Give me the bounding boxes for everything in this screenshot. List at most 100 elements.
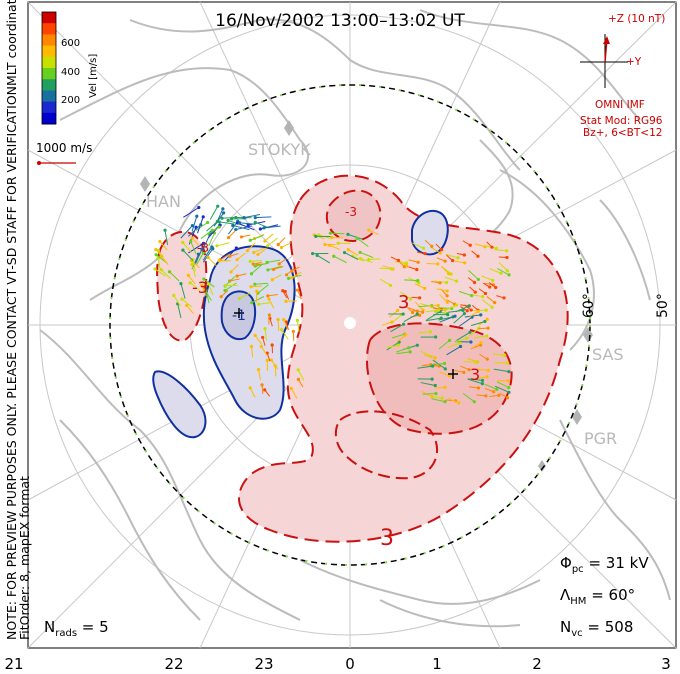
velocity-vector bbox=[441, 265, 450, 275]
velocity-vector bbox=[206, 221, 218, 232]
positive-cell-inner-2 bbox=[325, 189, 382, 242]
velocity-vector-origin bbox=[186, 273, 190, 277]
velocity-vector-origin bbox=[490, 305, 494, 309]
velocity-vector bbox=[360, 258, 373, 263]
station-markers bbox=[140, 120, 593, 472]
velocity-vector bbox=[267, 294, 278, 297]
velocity-vector-origin bbox=[202, 277, 206, 281]
velocity-vector-origin bbox=[484, 394, 488, 398]
potential-min-marker bbox=[234, 308, 244, 318]
velocity-vector-origin bbox=[418, 296, 422, 300]
velocity-vector-origin bbox=[197, 205, 201, 210]
velocity-vector-origin bbox=[507, 390, 511, 394]
pole-marker bbox=[344, 317, 356, 329]
velocity-vector bbox=[290, 388, 298, 399]
velocity-vector bbox=[264, 328, 267, 341]
velocity-vector bbox=[291, 271, 302, 279]
contour-labels: 3 -3 3 -1 -3 3 -3 bbox=[192, 205, 480, 551]
velocity-vector-origin bbox=[505, 396, 510, 400]
color-scale-swatch bbox=[42, 101, 56, 114]
velocity-vector-origin bbox=[462, 253, 466, 257]
velocity-vector bbox=[430, 246, 441, 254]
velocity-vector bbox=[216, 242, 230, 247]
velocity-vector bbox=[191, 237, 200, 247]
velocity-vector bbox=[494, 385, 510, 393]
velocity-vector-origin bbox=[507, 385, 511, 390]
velocity-vector bbox=[255, 262, 269, 267]
velocity-vector bbox=[181, 298, 193, 308]
velocity-vector-origin bbox=[284, 299, 288, 303]
velocity-vector bbox=[297, 369, 305, 381]
velocity-vector bbox=[381, 321, 393, 326]
velocity-vector-origin bbox=[507, 370, 511, 374]
stat-n-rads: Nrads = 5 bbox=[44, 618, 109, 639]
velocity-vector-origin bbox=[253, 333, 257, 337]
velocity-vector bbox=[272, 274, 282, 281]
velocity-vector-origin bbox=[190, 262, 194, 267]
velocity-vector bbox=[194, 249, 203, 265]
velocity-vector-origin bbox=[277, 262, 281, 266]
velocity-vector-origin bbox=[396, 308, 400, 313]
velocity-vector bbox=[203, 232, 212, 249]
velocity-vector-origin bbox=[443, 400, 447, 404]
velocity-vector bbox=[281, 329, 289, 340]
velocity-vector-origin bbox=[494, 246, 498, 250]
velocity-vector-origin bbox=[485, 334, 489, 338]
velocity-vector bbox=[446, 346, 461, 356]
positive-cells bbox=[156, 174, 569, 543]
velocity-vector bbox=[344, 252, 359, 261]
stat-phi-pc: Φpc = 31 kV bbox=[560, 554, 649, 575]
velocity-vector bbox=[191, 216, 198, 232]
station-marker-extra bbox=[538, 460, 546, 472]
velocity-vector-origin bbox=[256, 367, 261, 372]
velocity-vector bbox=[296, 320, 300, 333]
velocity-vector-origin bbox=[245, 249, 249, 253]
velocity-vector bbox=[268, 298, 275, 309]
velocity-vector-origin bbox=[229, 270, 233, 274]
velocity-vector-origin bbox=[488, 285, 492, 289]
velocity-vector-origin bbox=[465, 336, 469, 340]
velocity-vector-origin bbox=[405, 264, 409, 268]
velocity-vector-origin bbox=[296, 377, 301, 381]
velocity-vector-origin bbox=[249, 344, 254, 348]
velocity-vector-origin bbox=[160, 254, 164, 258]
velocity-vector bbox=[444, 304, 457, 312]
velocity-vector-origin bbox=[260, 383, 264, 387]
station-marker-sas bbox=[583, 327, 593, 343]
velocity-vector-origin bbox=[323, 242, 327, 247]
negative-cell-small-2 bbox=[411, 209, 449, 256]
velocity-vector-origin bbox=[231, 223, 235, 228]
velocity-vector bbox=[467, 378, 483, 385]
velocity-vector bbox=[251, 285, 262, 288]
mlt-coordinates-label: MLT coordinates bbox=[4, 0, 19, 86]
velocity-vector-origin bbox=[447, 272, 451, 276]
velocity-vector-origin bbox=[423, 252, 427, 256]
velocity-vector-origin bbox=[252, 250, 256, 255]
velocity-vector bbox=[497, 267, 510, 276]
velocity-vector bbox=[249, 387, 256, 398]
velocity-vector bbox=[267, 237, 278, 247]
velocity-vector-origin bbox=[263, 239, 267, 243]
velocity-vector bbox=[247, 242, 256, 251]
station-marker-pgr bbox=[572, 409, 582, 425]
velocity-vector-origin bbox=[257, 302, 261, 306]
contour-label-1: 3 bbox=[380, 526, 394, 551]
velocity-vector-origin bbox=[492, 390, 496, 394]
velocity-vector bbox=[397, 334, 406, 342]
velocity-vector bbox=[329, 244, 340, 250]
velocity-vector-origin bbox=[445, 289, 449, 293]
velocity-vector-origin bbox=[389, 283, 393, 288]
color-scale-label: Vel [m/s] bbox=[88, 54, 99, 98]
velocity-vector bbox=[250, 260, 262, 262]
velocity-vector bbox=[277, 319, 280, 332]
velocity-vector bbox=[390, 323, 404, 333]
velocity-vector bbox=[232, 224, 250, 231]
velocity-vector-origin bbox=[296, 368, 300, 372]
velocity-vector-origin bbox=[279, 245, 284, 250]
velocity-vector bbox=[469, 311, 479, 318]
velocity-vector bbox=[257, 247, 268, 255]
velocity-vector-origin bbox=[234, 246, 238, 250]
velocity-vector-origin bbox=[226, 218, 230, 223]
velocity-vector-origin bbox=[416, 260, 420, 264]
velocity-vector bbox=[187, 275, 196, 285]
